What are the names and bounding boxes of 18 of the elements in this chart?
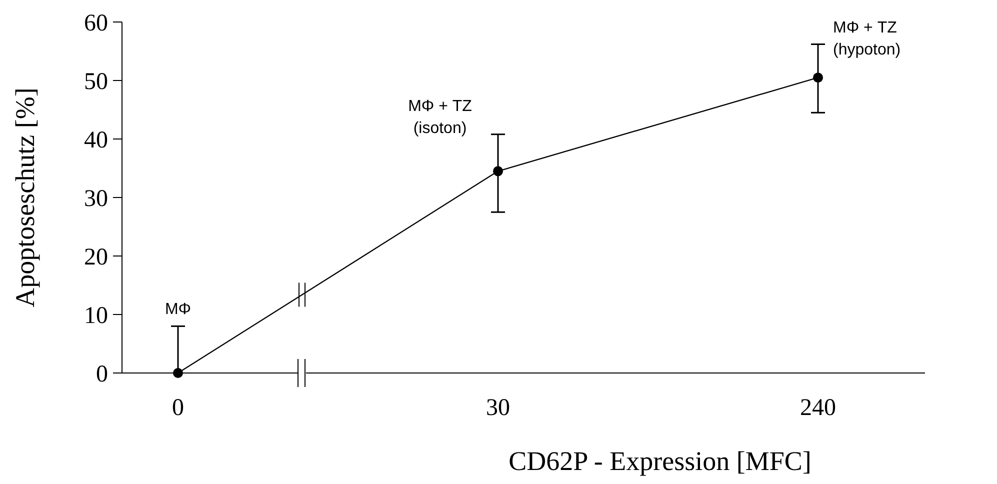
y-tick-label: 40 (84, 127, 108, 154)
x-tick-label: 30 (486, 395, 510, 421)
x-axis-title: CD62P - Expression [MFC] (508, 446, 812, 476)
x-tick-label: 240 (800, 395, 836, 421)
y-tick-label: 50 (84, 68, 108, 95)
y-tick-label: 30 (84, 186, 108, 212)
y-tick-label: 60 (84, 10, 108, 36)
annotation: MΦ (164, 301, 192, 318)
annotation: MΦ + TZ (hypoton) (833, 20, 901, 59)
y-tick-label: 0 (96, 361, 108, 388)
x-tick-label: 0 (172, 395, 184, 421)
point (813, 72, 823, 83)
y-tick-label: 20 (84, 244, 108, 270)
y-tick-label: 10 (84, 302, 108, 329)
y-axis-title: Apoptoseschutz [%] (10, 88, 40, 308)
point (173, 368, 183, 378)
point (493, 166, 503, 176)
annotation: MΦ + TZ (isoton) (408, 98, 472, 138)
